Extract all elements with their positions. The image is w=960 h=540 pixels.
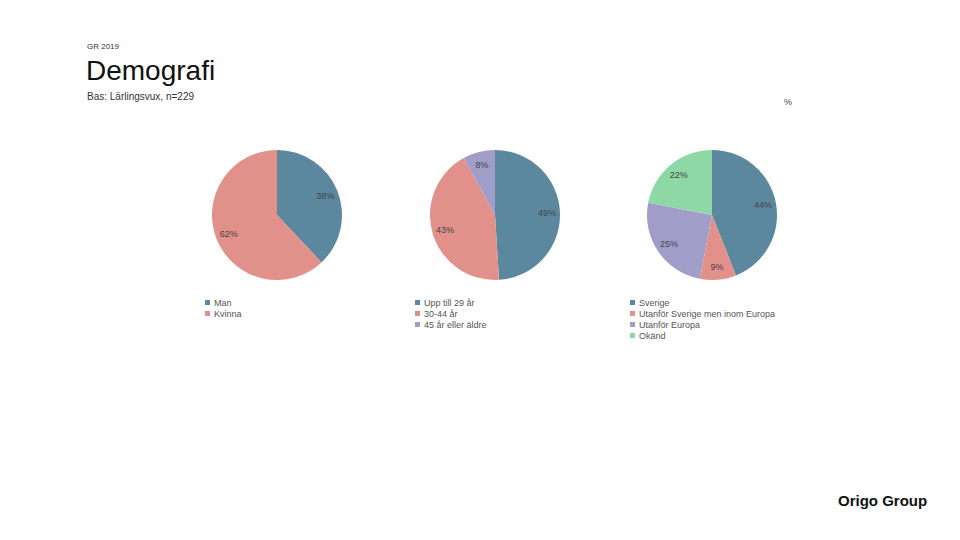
svg-text:44%: 44% [754,200,772,210]
html-text:Okänd: Okänd [639,330,666,341]
svg-text:62%: 62% [220,229,238,239]
html-text:45 år eller äldre: 45 år eller äldre [424,319,487,330]
html-text:Kvinna: Kvinna [214,308,242,319]
html-text:Bas: Lärlingsvux, n=229: Bas: Lärlingsvux, n=229 [87,91,194,102]
svg-text:22%: 22% [670,170,688,180]
html-text:30-44 år: 30-44 år [424,308,458,319]
svg-text:43%: 43% [436,225,454,235]
svg-text:25%: 25% [660,239,678,249]
svg-text:38%: 38% [316,191,334,201]
html-text:Sverige: Sverige [639,297,670,308]
html-text:Origo Group: Origo Group [838,492,928,509]
html-text:Man: Man [214,297,232,308]
html-text:GR 2019: GR 2019 [87,42,119,51]
html-text:Demografi: Demografi [86,55,216,86]
html-text:Upp till 29 år: Upp till 29 år [424,297,475,308]
html-text:Utanför Europa: Utanför Europa [639,319,700,330]
svg-text:49%: 49% [538,208,556,218]
svg-text:9%: 9% [710,262,723,272]
svg-text:8%: 8% [476,160,489,170]
html-text:Utanför Sverige men inom Europ: Utanför Sverige men inom Europa [639,308,776,319]
